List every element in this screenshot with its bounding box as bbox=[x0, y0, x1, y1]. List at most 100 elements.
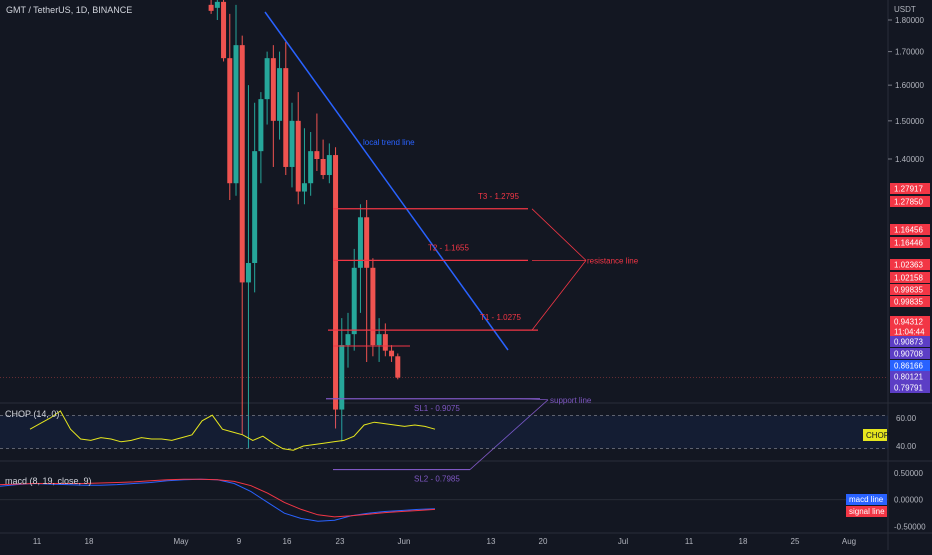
candle-body bbox=[221, 1, 227, 59]
x-tick-label: 11 bbox=[33, 537, 42, 546]
price-label-text: 1.27917 bbox=[894, 185, 923, 194]
price-label-text: 0.94312 bbox=[894, 318, 923, 327]
price-label-text: 0.90708 bbox=[894, 350, 923, 359]
price-label-box bbox=[890, 272, 930, 283]
price-label-box bbox=[890, 237, 930, 248]
price-label-box bbox=[890, 371, 930, 382]
price-label-box bbox=[890, 348, 930, 359]
price-label-text: 11:04:44 bbox=[894, 328, 925, 337]
candle-body bbox=[376, 334, 382, 346]
price-label-text: 0.80121 bbox=[894, 373, 923, 382]
candle-body bbox=[364, 217, 370, 268]
x-tick-label: 9 bbox=[237, 537, 242, 546]
chop-line bbox=[29, 410, 436, 451]
y-tick-label: 1.60000 bbox=[895, 81, 924, 90]
macd-legend-label: macd line bbox=[849, 495, 884, 504]
signal-legend-label: signal line bbox=[849, 507, 885, 516]
chop-badge bbox=[863, 429, 887, 441]
price-label-box bbox=[890, 296, 930, 307]
trend-line-label: local trend line bbox=[363, 138, 415, 147]
x-tick-label: Jul bbox=[618, 537, 628, 546]
symbol-title: GMT / TetherUS, 1D, BINANCE bbox=[6, 5, 133, 15]
candle-body bbox=[389, 350, 395, 357]
x-tick-label: 18 bbox=[739, 537, 748, 546]
support-label-1: SL1 - 0.9075 bbox=[414, 404, 460, 413]
resistance-label: resistance line bbox=[587, 256, 639, 265]
y-tick-label: 1.40000 bbox=[895, 155, 924, 164]
candle-body bbox=[382, 334, 388, 351]
chop-pane-title: CHOP (14, 0) bbox=[5, 409, 60, 419]
chop-badge-label: CHOP bbox=[866, 431, 889, 440]
trend-line bbox=[264, 11, 509, 351]
x-tick-label: 16 bbox=[283, 537, 292, 546]
x-tick-label: 18 bbox=[85, 537, 94, 546]
candle-body bbox=[208, 4, 214, 11]
price-label-text: 0.79791 bbox=[894, 384, 923, 393]
target-label: T1 - 1.0275 bbox=[480, 313, 521, 322]
price-label-text: 1.27850 bbox=[894, 198, 923, 207]
x-tick-label: 23 bbox=[336, 537, 345, 546]
target-label: T3 - 1.2795 bbox=[478, 192, 519, 201]
candle-body bbox=[252, 151, 258, 264]
candle-body bbox=[339, 345, 345, 410]
candle-body bbox=[308, 151, 314, 184]
candle-body bbox=[333, 155, 339, 410]
x-tick-label: 25 bbox=[791, 537, 800, 546]
chop-y-tick: 60.00 bbox=[896, 414, 917, 423]
candle-body bbox=[264, 58, 270, 100]
y-tick-label: 1.50000 bbox=[895, 117, 924, 126]
candle-body bbox=[351, 267, 357, 335]
price-label-box bbox=[890, 224, 930, 235]
resistance-connector bbox=[531, 208, 587, 261]
resistance-connector bbox=[531, 260, 587, 331]
price-label-box bbox=[890, 382, 930, 393]
candle-body bbox=[289, 120, 295, 167]
candle-body bbox=[239, 45, 245, 283]
price-label-text: 1.02363 bbox=[894, 261, 923, 270]
price-label-text: 0.99835 bbox=[894, 298, 923, 307]
macd-legend-badge bbox=[846, 494, 887, 505]
price-label-text: 0.99835 bbox=[894, 286, 923, 295]
currency-label: USDT bbox=[894, 5, 916, 14]
candle-body bbox=[301, 183, 307, 192]
price-label-text: 0.90873 bbox=[894, 338, 923, 347]
price-label-text: 0.86166 bbox=[894, 362, 923, 371]
support-connector bbox=[519, 398, 549, 401]
candle-body bbox=[277, 68, 283, 121]
x-tick-label: Aug bbox=[842, 537, 856, 546]
candle-body bbox=[245, 263, 251, 283]
candle-body bbox=[395, 356, 401, 378]
candle-body bbox=[227, 58, 233, 184]
price-label-box bbox=[890, 183, 930, 194]
candle-body bbox=[326, 155, 332, 176]
candle-body bbox=[320, 159, 326, 176]
macd-y-tick: -0.50000 bbox=[894, 523, 926, 532]
price-label-text: 1.16446 bbox=[894, 239, 923, 248]
price-label-box bbox=[890, 336, 930, 347]
chop-y-tick: 40.00 bbox=[896, 442, 917, 451]
support-label-2: SL2 - 0.7985 bbox=[414, 475, 460, 484]
candle-body bbox=[295, 120, 301, 192]
candle-body bbox=[314, 151, 320, 159]
candle-body bbox=[233, 45, 239, 184]
price-label-box bbox=[890, 316, 930, 327]
x-tick-label: May bbox=[173, 537, 188, 546]
price-label-text: 1.16456 bbox=[894, 226, 923, 235]
macd-y-tick: 0.50000 bbox=[894, 469, 923, 478]
x-tick-label: 13 bbox=[487, 537, 496, 546]
x-tick-label: Jun bbox=[398, 537, 411, 546]
candle-body bbox=[283, 68, 289, 167]
price-label-box bbox=[890, 259, 930, 270]
x-tick-label: 20 bbox=[539, 537, 548, 546]
price-label-box bbox=[890, 284, 930, 295]
candle-body bbox=[270, 58, 276, 121]
signal-legend-badge bbox=[846, 506, 887, 517]
candle-body bbox=[357, 217, 363, 268]
y-tick-label: 1.70000 bbox=[895, 48, 924, 57]
support-line-label: support line bbox=[550, 396, 592, 405]
price-label-text: 1.02158 bbox=[894, 274, 923, 283]
target-label: T2 - 1.1655 bbox=[428, 243, 469, 252]
x-tick-label: 11 bbox=[685, 537, 694, 546]
